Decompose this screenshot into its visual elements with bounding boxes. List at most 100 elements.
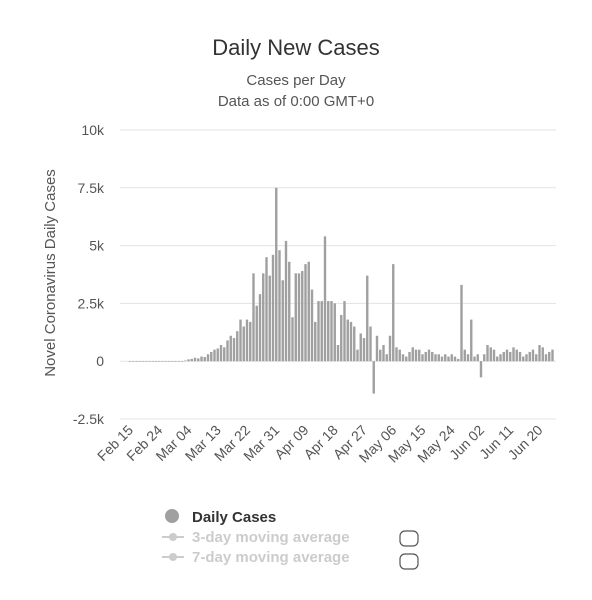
y-tick-label: 2.5k	[78, 295, 105, 311]
bar	[440, 356, 444, 362]
bar	[346, 319, 349, 362]
bar	[297, 273, 301, 362]
bar	[551, 349, 554, 362]
bar	[151, 361, 154, 362]
bar	[499, 354, 502, 362]
bar	[236, 331, 239, 362]
bar	[408, 351, 411, 362]
chart-title: Daily New Cases	[212, 35, 380, 60]
bar	[427, 349, 431, 362]
bar	[388, 335, 392, 362]
bar	[486, 345, 489, 362]
bar	[203, 357, 206, 362]
bar	[210, 351, 213, 362]
bar	[132, 361, 135, 362]
bar	[278, 250, 281, 362]
bar	[304, 264, 307, 362]
bar	[450, 354, 453, 362]
bar	[437, 354, 440, 362]
legend-marker[interactable]	[165, 509, 179, 523]
bar	[271, 254, 275, 362]
bar	[226, 340, 229, 362]
bar	[148, 361, 151, 362]
bar	[447, 356, 450, 362]
y-tick-label: 0	[96, 353, 104, 369]
bar	[405, 356, 408, 362]
y-tick-label: 7.5k	[78, 180, 105, 196]
bar	[460, 284, 463, 362]
bar	[375, 335, 379, 362]
bar	[288, 261, 291, 362]
bar	[372, 361, 375, 394]
bar	[258, 294, 262, 362]
bar	[275, 187, 278, 362]
bar	[333, 303, 336, 362]
bar	[314, 321, 317, 362]
legend-label[interactable]: 3-day moving average	[192, 529, 350, 546]
bar	[177, 361, 180, 362]
bar	[307, 261, 310, 362]
bar	[343, 301, 346, 362]
bar	[444, 354, 447, 362]
bar	[379, 349, 382, 362]
bar	[518, 351, 522, 362]
bar	[281, 280, 284, 362]
bar	[362, 338, 366, 362]
bar	[294, 273, 297, 362]
bar	[356, 349, 359, 362]
bar	[213, 349, 216, 362]
bar	[528, 351, 531, 362]
bar	[489, 347, 492, 362]
bar	[522, 356, 525, 362]
bar	[138, 361, 141, 362]
y-tick-label: -2.5k	[73, 411, 105, 427]
bar	[252, 273, 255, 362]
y-tick-label: 10k	[81, 122, 105, 138]
bar	[223, 347, 226, 362]
bar	[470, 319, 473, 362]
legend-label[interactable]: 7-day moving average	[192, 549, 350, 566]
bar	[525, 354, 528, 362]
bar	[424, 351, 427, 362]
bar	[239, 319, 242, 362]
bar	[359, 333, 362, 362]
bar	[392, 264, 395, 362]
bar	[184, 360, 187, 362]
bar	[161, 361, 164, 362]
bar	[197, 358, 200, 362]
bar	[395, 347, 398, 362]
chart-subtitle: Cases per Day	[246, 72, 346, 89]
legend-label[interactable]: Daily Cases	[192, 509, 276, 526]
bar	[158, 361, 161, 362]
legend-toggle[interactable]	[399, 553, 419, 570]
bar	[171, 361, 174, 362]
bar	[200, 356, 203, 362]
bar	[323, 236, 327, 362]
y-tick-label: 5k	[89, 238, 105, 254]
bar	[541, 347, 544, 362]
bar	[366, 275, 369, 362]
bar	[291, 317, 294, 362]
legend-toggle[interactable]	[399, 530, 419, 547]
bar	[502, 351, 505, 362]
bar	[421, 354, 424, 362]
bar	[128, 361, 132, 362]
y-axis-label: Novel Coronavirus Daily Cases	[42, 169, 59, 377]
bar	[479, 361, 483, 378]
bar	[538, 345, 541, 362]
bar	[353, 326, 356, 362]
bar	[535, 354, 538, 362]
bar	[382, 345, 385, 362]
bar	[401, 354, 405, 362]
bar	[216, 348, 219, 362]
bar	[249, 321, 252, 362]
bar	[548, 351, 551, 362]
bar	[167, 361, 171, 362]
bar	[242, 326, 245, 362]
bar	[193, 357, 197, 362]
bar	[531, 349, 535, 362]
bar	[369, 326, 372, 362]
bar	[453, 356, 457, 362]
bar	[180, 361, 184, 362]
bar	[512, 347, 515, 362]
